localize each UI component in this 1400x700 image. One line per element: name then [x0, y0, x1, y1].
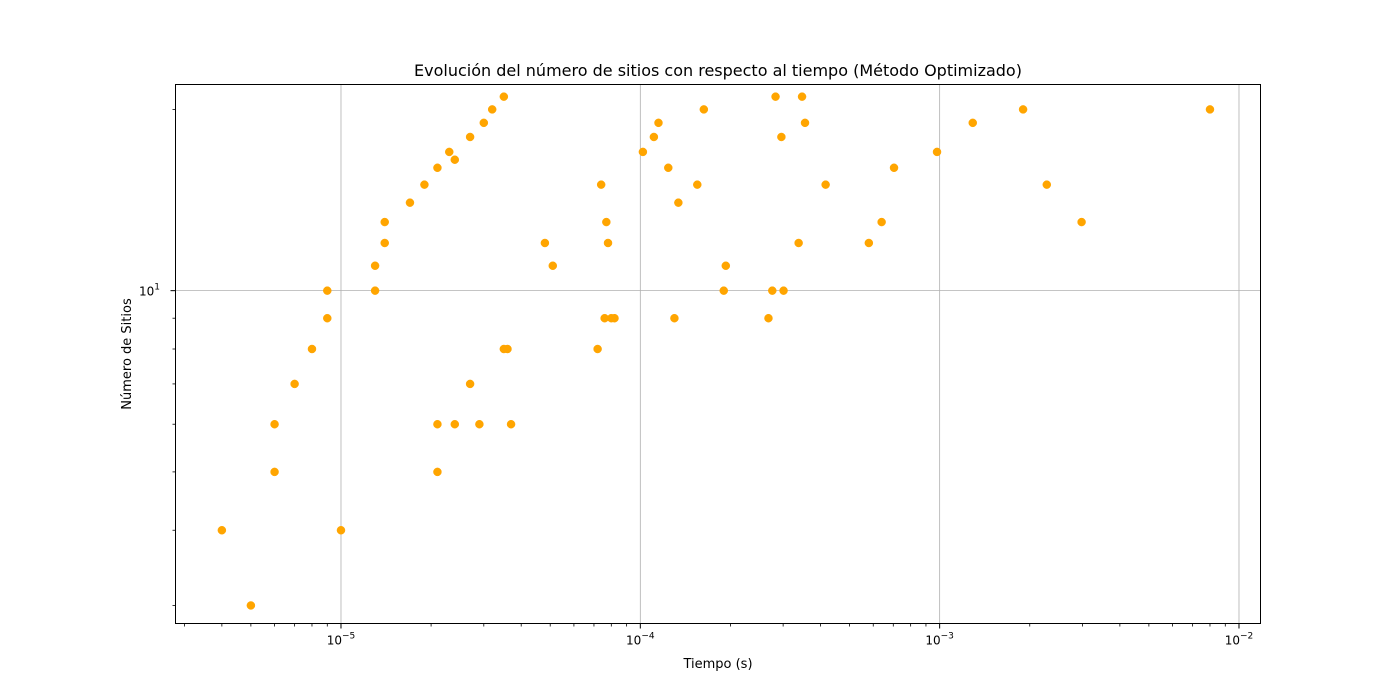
data-point [479, 118, 489, 128]
data-point [771, 92, 780, 101]
data-point [270, 467, 279, 477]
data-point [699, 105, 709, 114]
data-point [487, 105, 497, 114]
data-point [1077, 217, 1086, 227]
data-point [797, 92, 807, 101]
data-point [768, 286, 777, 295]
data-point [674, 198, 683, 207]
data-point [506, 419, 516, 429]
data-point [499, 92, 509, 101]
data-point [602, 217, 611, 227]
data-point [593, 344, 602, 354]
axis-ticks: 10−5 10−4 10−3 10−2 101 [139, 109, 1254, 648]
data-point [370, 261, 380, 270]
data-point [380, 217, 389, 227]
data-point [548, 261, 558, 270]
data-point [370, 286, 380, 295]
data-point [794, 238, 803, 248]
data-point [968, 118, 978, 128]
data-point [433, 419, 442, 429]
data-point [450, 419, 460, 429]
data-point [654, 118, 663, 128]
data-point [664, 163, 673, 173]
y-tick-label: 101 [139, 283, 160, 299]
data-point [420, 180, 429, 189]
data-point [649, 132, 659, 142]
data-point [1042, 180, 1052, 189]
data-point [323, 286, 332, 295]
data-point [596, 180, 606, 189]
plot-frame [175, 84, 1261, 624]
data-point [889, 163, 899, 173]
data-point [719, 286, 729, 295]
y-axis-label: Número de Sitios [120, 298, 135, 410]
data-point [465, 379, 475, 389]
data-point [670, 313, 679, 323]
x-tick-label: 10−5 [327, 632, 356, 648]
chart-title: Evolución del número de sitios con respe… [414, 61, 1022, 80]
data-point [475, 419, 484, 429]
data-point [540, 238, 550, 248]
x-axis-label: Tiempo (s) [682, 657, 752, 672]
data-point [1205, 105, 1215, 114]
data-point [610, 313, 619, 323]
data-point [1018, 105, 1028, 114]
data-point [693, 180, 702, 189]
data-point [603, 238, 613, 248]
data-point [246, 601, 256, 610]
data-point [932, 147, 942, 157]
data-point [433, 163, 442, 173]
data-point [779, 286, 788, 295]
data-point [323, 313, 332, 323]
x-tick-label: 10−2 [1225, 632, 1254, 648]
data-point [800, 118, 810, 128]
data-point [764, 313, 773, 323]
data-point [270, 419, 279, 429]
data-point [864, 238, 874, 248]
data-point [450, 155, 460, 164]
data-point [777, 132, 786, 142]
data-point [503, 344, 512, 354]
data-point [433, 467, 442, 477]
data-point [445, 147, 454, 157]
data-point [821, 180, 830, 189]
x-tick-label: 10−3 [925, 632, 954, 648]
data-point [290, 379, 299, 389]
x-tick-label: 10−4 [626, 632, 655, 648]
data-point [638, 147, 648, 157]
data-point [380, 238, 389, 248]
data-point [465, 132, 475, 142]
data-point [217, 525, 227, 535]
data-point [721, 261, 731, 270]
data-points [217, 92, 1215, 610]
data-point [877, 217, 886, 227]
data-point [336, 525, 346, 535]
data-point [405, 198, 415, 207]
data-point [307, 344, 317, 354]
